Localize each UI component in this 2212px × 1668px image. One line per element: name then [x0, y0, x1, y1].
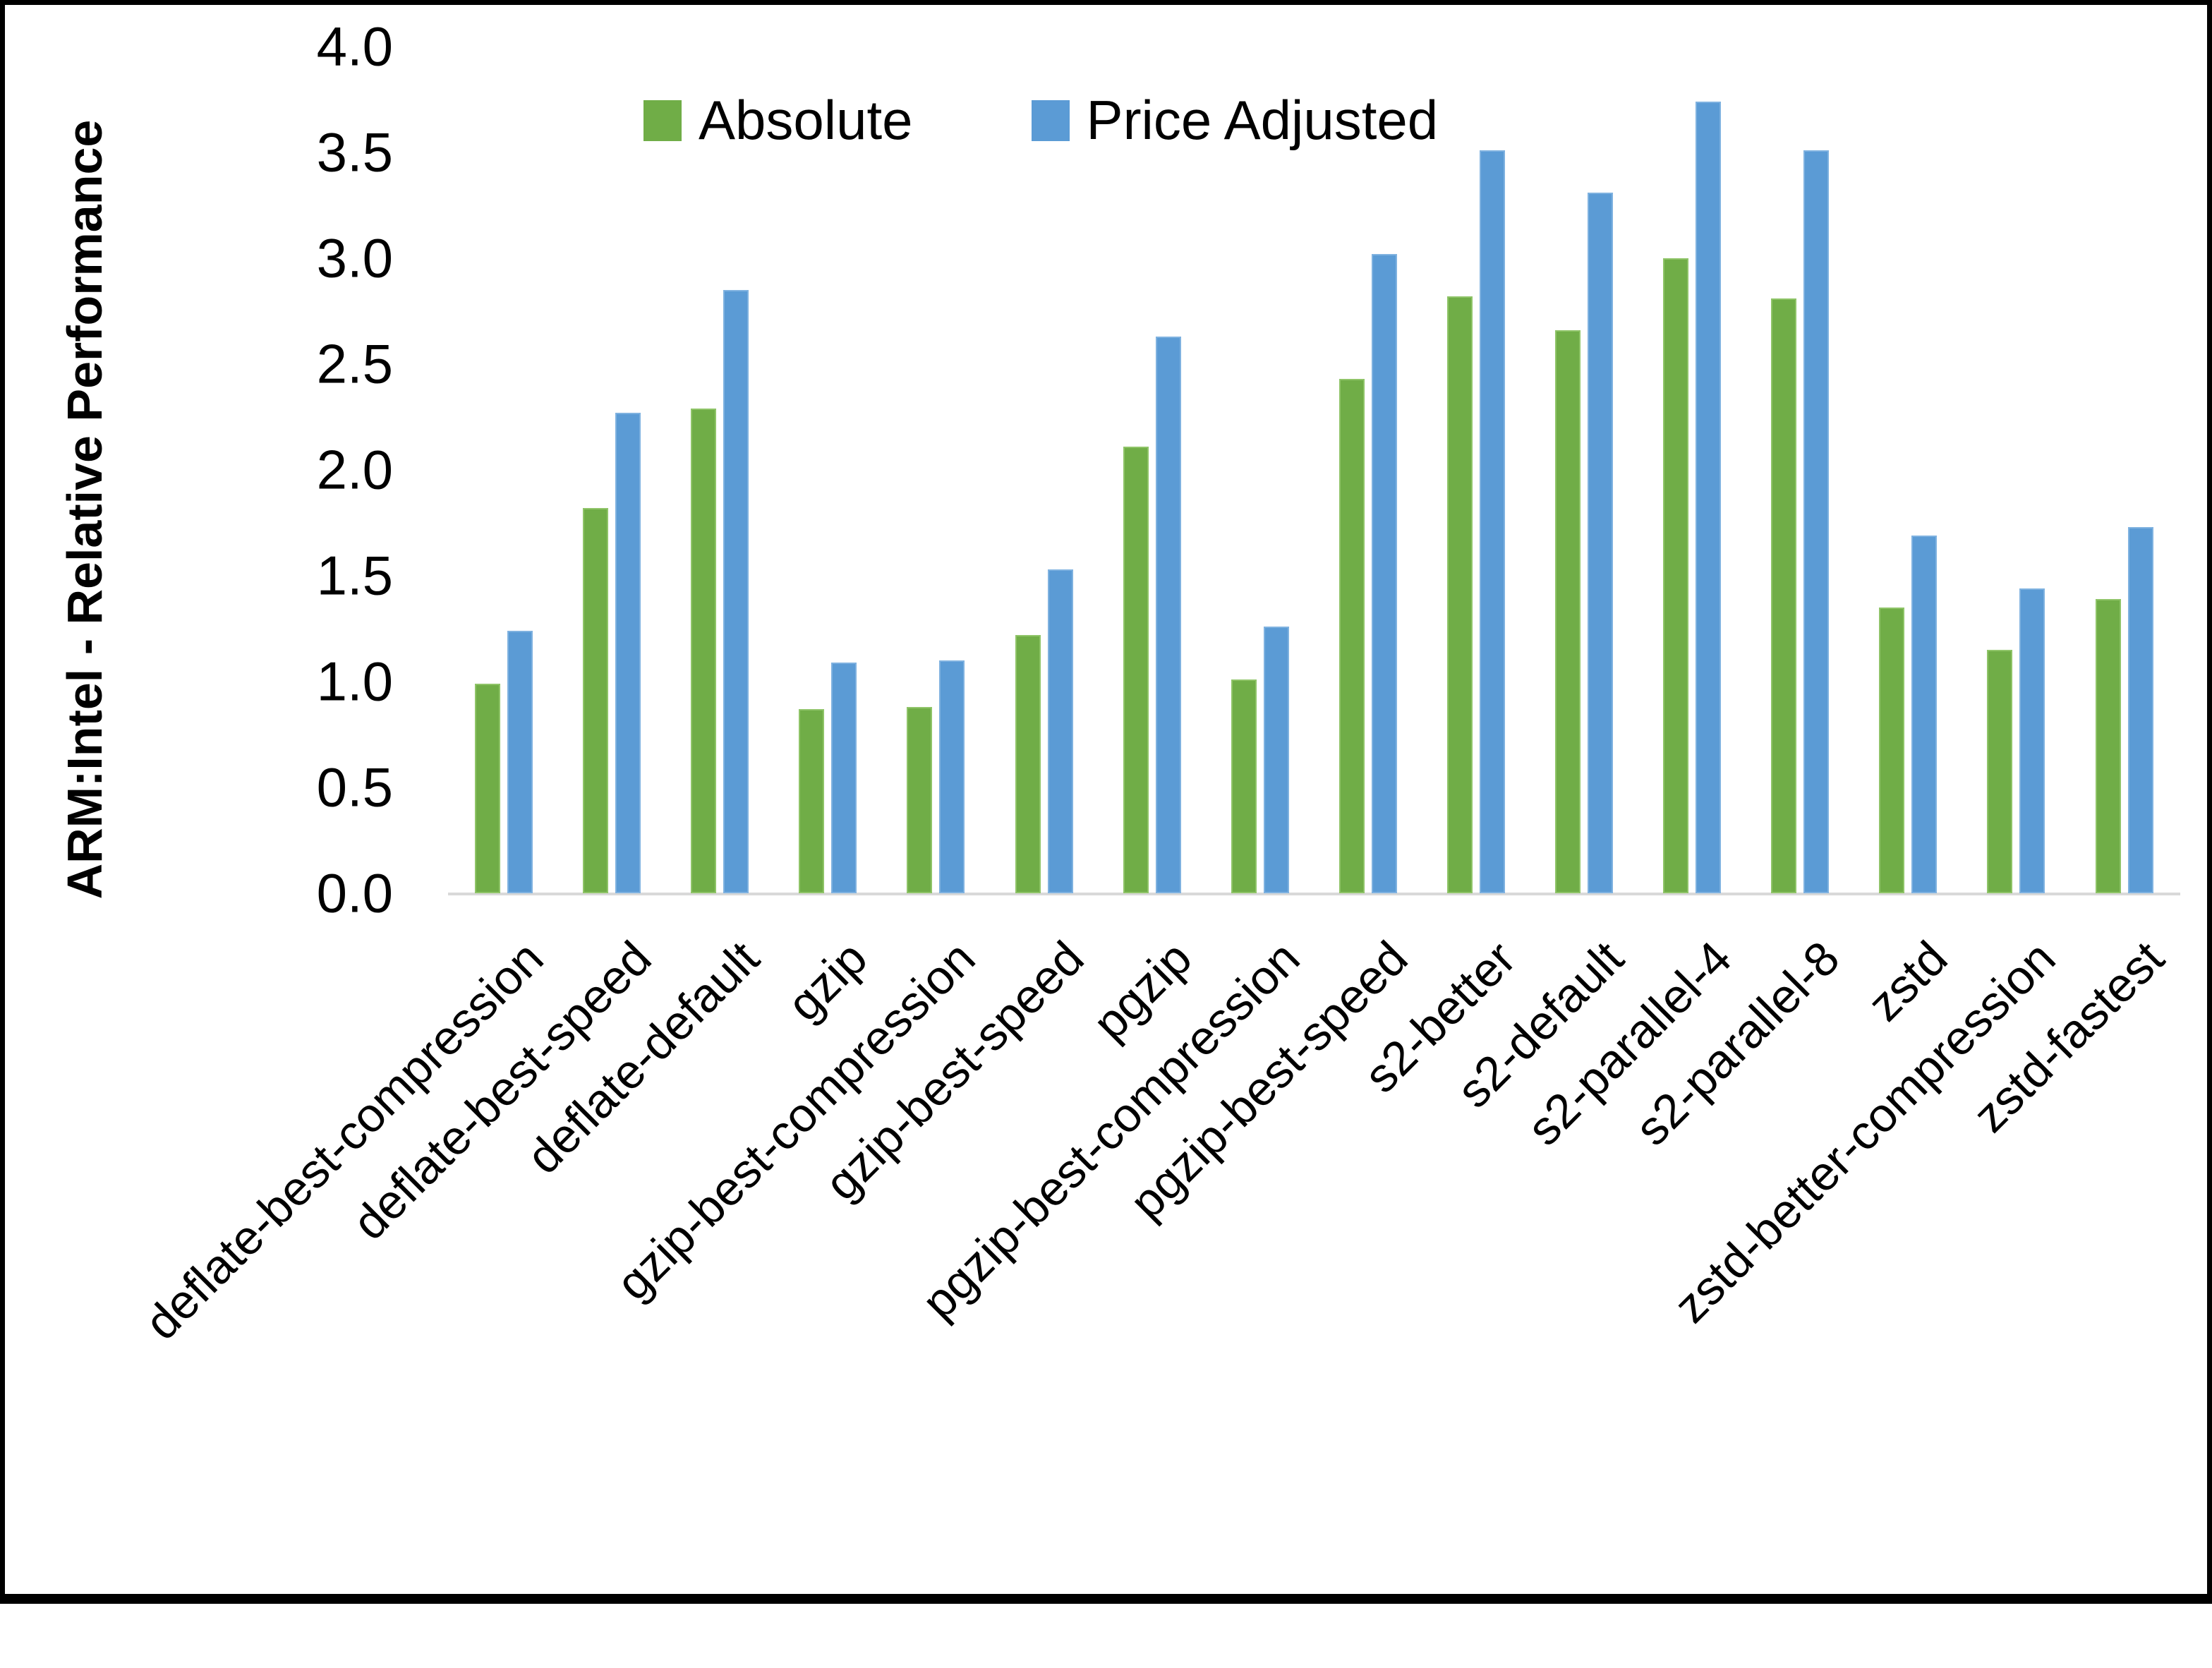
- legend-swatch-absolute-icon: [643, 99, 682, 141]
- bar-price-adjusted-zstd: [1911, 536, 1937, 893]
- bar-price-adjusted-s2-better: [1480, 150, 1505, 893]
- bar-absolute-s2-parallel-8: [1771, 298, 1796, 893]
- chart-frame: ARM:Intel - Relative Performance 0.0 0.5 1…: [0, 0, 2212, 1604]
- y-tick-label-2.5: 2.5: [316, 332, 393, 395]
- bar-price-adjusted-gzip-best-compression: [939, 660, 965, 893]
- bar-price-adjusted-deflate-default: [723, 290, 749, 893]
- bar-absolute-deflate-default: [691, 409, 716, 893]
- bar-price-adjusted-gzip-best-speed: [1048, 569, 1073, 893]
- y-tick-label-0.5: 0.5: [316, 756, 393, 818]
- y-tick-label-1.5: 1.5: [316, 544, 393, 607]
- legend: Absolute Price Adjusted: [643, 88, 1438, 152]
- x-axis-line: [448, 893, 2180, 895]
- bar-price-adjusted-deflate-best-speed: [615, 413, 641, 893]
- bar-absolute-gzip-best-compression: [907, 707, 932, 893]
- bar-absolute-s2-default: [1555, 330, 1581, 893]
- bar-price-adjusted-pgzip: [1156, 337, 1181, 893]
- bar-price-adjusted-s2-default: [1588, 193, 1613, 893]
- bar-price-adjusted-zstd-better-compression: [2019, 588, 2045, 893]
- legend-swatch-price-adjusted-icon: [1031, 99, 1070, 141]
- bar-price-adjusted-s2-parallel-4: [1696, 102, 1721, 893]
- bar-price-adjusted-deflate-best-compression: [507, 631, 533, 893]
- y-tick-label-4.0: 4.0: [316, 15, 393, 78]
- y-tick-label-0.0: 0.0: [316, 862, 393, 924]
- bar-absolute-gzip-best-speed: [1015, 635, 1041, 893]
- bar-absolute-pgzip-best-speed: [1339, 379, 1365, 893]
- bar-price-adjusted-s2-parallel-8: [1803, 150, 1829, 893]
- bar-absolute-zstd: [1879, 608, 1904, 893]
- bar-absolute-deflate-best-speed: [583, 508, 608, 893]
- bar-absolute-pgzip: [1123, 447, 1149, 893]
- bar-absolute-s2-parallel-4: [1663, 258, 1688, 893]
- y-tick-label-3.0: 3.0: [316, 226, 393, 289]
- bar-absolute-zstd-fastest: [2096, 599, 2121, 893]
- bar-absolute-gzip: [799, 709, 824, 893]
- bar-absolute-s2-better: [1447, 296, 1473, 893]
- bar-absolute-pgzip-best-compression: [1231, 679, 1257, 893]
- bar-absolute-zstd-better-compression: [1987, 650, 2012, 893]
- bar-absolute-deflate-best-compression: [475, 684, 500, 893]
- y-tick-label-1.0: 1.0: [316, 650, 393, 713]
- bar-price-adjusted-zstd-fastest: [2128, 527, 2153, 893]
- bar-price-adjusted-pgzip-best-speed: [1372, 254, 1397, 893]
- bar-price-adjusted-gzip: [831, 663, 857, 893]
- legend-label-price-adjusted: Price Adjusted: [1086, 89, 1439, 151]
- bar-price-adjusted-pgzip-best-compression: [1264, 627, 1289, 893]
- y-axis-title: ARM:Intel - Relative Performance: [57, 119, 112, 900]
- y-tick-label-3.5: 3.5: [316, 121, 393, 183]
- legend-label-absolute: Absolute: [699, 89, 913, 151]
- y-tick-label-2.0: 2.0: [316, 438, 393, 501]
